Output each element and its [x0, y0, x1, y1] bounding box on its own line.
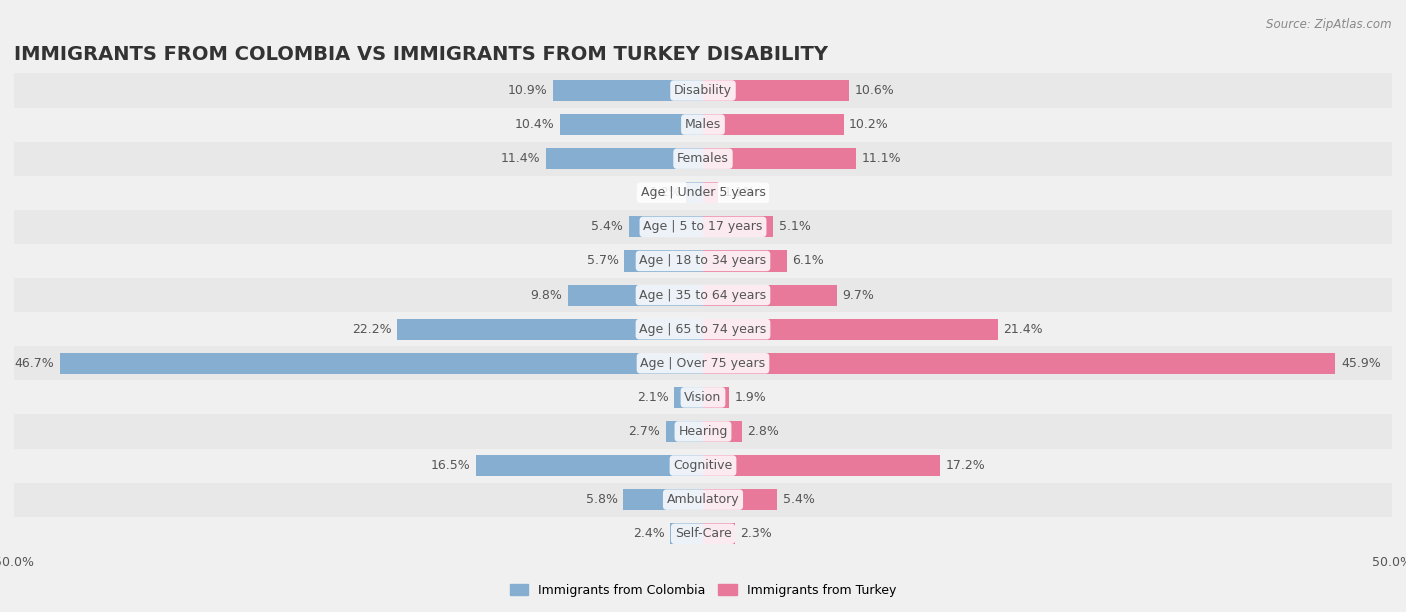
Text: 2.1%: 2.1%	[637, 391, 669, 404]
Bar	[703, 216, 773, 237]
Bar	[14, 517, 1392, 551]
Text: 21.4%: 21.4%	[1004, 323, 1043, 335]
Bar	[14, 73, 1392, 108]
Text: 5.4%: 5.4%	[783, 493, 815, 506]
Text: 10.6%: 10.6%	[855, 84, 894, 97]
Text: 5.1%: 5.1%	[779, 220, 811, 233]
Bar	[14, 244, 1392, 278]
Bar	[703, 148, 856, 170]
Text: 10.4%: 10.4%	[515, 118, 554, 131]
Bar	[628, 216, 703, 237]
Bar	[703, 319, 998, 340]
Bar	[703, 387, 730, 408]
Bar	[703, 421, 741, 442]
Text: Females: Females	[678, 152, 728, 165]
Text: 2.4%: 2.4%	[633, 528, 665, 540]
Text: Vision: Vision	[685, 391, 721, 404]
Text: 1.1%: 1.1%	[724, 186, 755, 200]
Text: Source: ZipAtlas.com: Source: ZipAtlas.com	[1267, 18, 1392, 31]
Text: 11.4%: 11.4%	[501, 152, 540, 165]
Bar	[14, 346, 1392, 380]
Bar	[14, 414, 1392, 449]
Bar	[673, 387, 703, 408]
Bar	[14, 449, 1392, 483]
Text: 5.4%: 5.4%	[591, 220, 623, 233]
Text: 9.8%: 9.8%	[530, 289, 562, 302]
Bar	[475, 455, 703, 476]
Text: 46.7%: 46.7%	[14, 357, 53, 370]
Text: 10.9%: 10.9%	[508, 84, 547, 97]
Text: Age | 5 to 17 years: Age | 5 to 17 years	[644, 220, 762, 233]
Text: Age | Under 5 years: Age | Under 5 years	[641, 186, 765, 200]
Bar	[703, 250, 787, 272]
Bar	[624, 250, 703, 272]
Text: Age | 65 to 74 years: Age | 65 to 74 years	[640, 323, 766, 335]
Bar	[703, 455, 941, 476]
Text: 2.7%: 2.7%	[628, 425, 661, 438]
Text: Age | Over 75 years: Age | Over 75 years	[641, 357, 765, 370]
Bar	[560, 114, 703, 135]
Bar	[396, 319, 703, 340]
Bar	[568, 285, 703, 305]
Bar	[703, 80, 849, 101]
Text: Ambulatory: Ambulatory	[666, 493, 740, 506]
Legend: Immigrants from Colombia, Immigrants from Turkey: Immigrants from Colombia, Immigrants fro…	[505, 579, 901, 602]
Bar	[553, 80, 703, 101]
Text: 5.8%: 5.8%	[585, 493, 617, 506]
Text: 9.7%: 9.7%	[842, 289, 875, 302]
Bar	[703, 353, 1336, 374]
Bar	[703, 182, 718, 203]
Text: 16.5%: 16.5%	[430, 459, 470, 472]
Text: Hearing: Hearing	[678, 425, 728, 438]
Bar	[623, 489, 703, 510]
Text: Age | 35 to 64 years: Age | 35 to 64 years	[640, 289, 766, 302]
Bar	[14, 312, 1392, 346]
Text: 45.9%: 45.9%	[1341, 357, 1381, 370]
Bar	[14, 380, 1392, 414]
Text: 1.2%: 1.2%	[650, 186, 681, 200]
Text: 2.3%: 2.3%	[740, 528, 772, 540]
Bar	[14, 141, 1392, 176]
Bar	[703, 489, 778, 510]
Bar	[703, 114, 844, 135]
Bar	[14, 278, 1392, 312]
Text: IMMIGRANTS FROM COLOMBIA VS IMMIGRANTS FROM TURKEY DISABILITY: IMMIGRANTS FROM COLOMBIA VS IMMIGRANTS F…	[14, 45, 828, 64]
Bar	[686, 182, 703, 203]
Text: 2.8%: 2.8%	[747, 425, 779, 438]
Bar	[14, 108, 1392, 141]
Bar	[14, 176, 1392, 210]
Text: 22.2%: 22.2%	[352, 323, 392, 335]
Bar	[703, 523, 735, 544]
Bar	[14, 483, 1392, 517]
Bar	[666, 421, 703, 442]
Bar	[14, 210, 1392, 244]
Text: 10.2%: 10.2%	[849, 118, 889, 131]
Text: Age | 18 to 34 years: Age | 18 to 34 years	[640, 255, 766, 267]
Text: 11.1%: 11.1%	[862, 152, 901, 165]
Bar	[59, 353, 703, 374]
Text: Cognitive: Cognitive	[673, 459, 733, 472]
Text: Self-Care: Self-Care	[675, 528, 731, 540]
Text: 17.2%: 17.2%	[945, 459, 986, 472]
Text: Males: Males	[685, 118, 721, 131]
Text: 5.7%: 5.7%	[586, 255, 619, 267]
Bar	[546, 148, 703, 170]
Bar	[703, 285, 837, 305]
Text: Disability: Disability	[673, 84, 733, 97]
Text: 6.1%: 6.1%	[793, 255, 824, 267]
Bar	[669, 523, 703, 544]
Text: 1.9%: 1.9%	[735, 391, 766, 404]
